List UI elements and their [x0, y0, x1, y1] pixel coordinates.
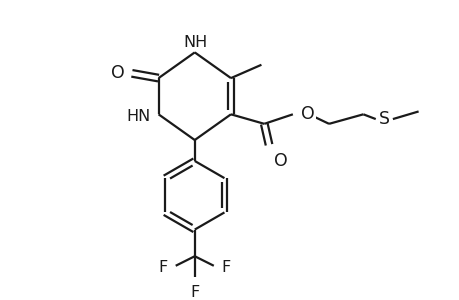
Text: O: O [301, 105, 314, 123]
Text: S: S [378, 110, 389, 128]
Text: HN: HN [126, 109, 151, 124]
Text: F: F [158, 260, 168, 275]
Text: NH: NH [183, 34, 207, 50]
Text: F: F [221, 260, 230, 275]
Text: O: O [110, 64, 124, 82]
Text: F: F [190, 285, 199, 300]
Text: O: O [273, 152, 287, 170]
